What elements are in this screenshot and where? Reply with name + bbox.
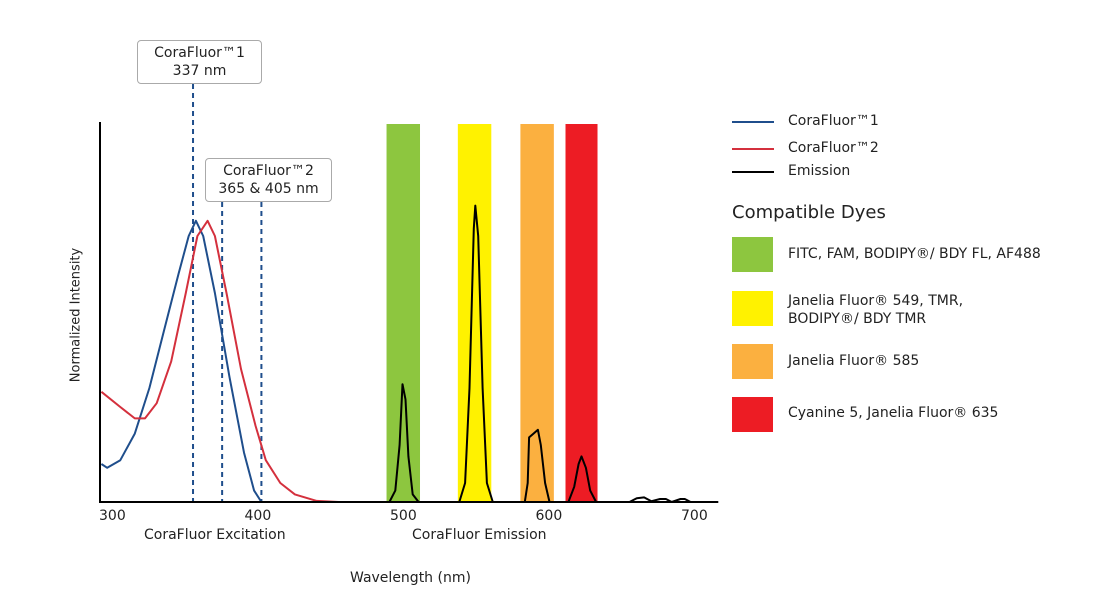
x-tick-label: 600 bbox=[535, 508, 563, 524]
series-line-0 bbox=[100, 219, 263, 503]
dye-band-0 bbox=[386, 124, 421, 502]
annotation-title: CoraFluor™1 bbox=[154, 45, 245, 61]
dye-band-1 bbox=[457, 124, 492, 502]
legend-line-emission bbox=[732, 171, 774, 173]
section-label-excitation: CoraFluor Excitation bbox=[144, 527, 286, 543]
legend-corafluor2: CoraFluor™2 bbox=[788, 140, 879, 156]
x-tick-label: 500 bbox=[390, 508, 417, 524]
dye-label-orange: Janelia Fluor® 585 bbox=[788, 353, 920, 369]
dye-band-2 bbox=[520, 124, 554, 502]
dye-label-green: FITC, FAM, BODIPY®/ BDY FL, AF488 bbox=[788, 246, 1041, 262]
swatch-orange bbox=[732, 344, 773, 379]
dye-label-red: Cyanine 5, Janelia Fluor® 635 bbox=[788, 405, 999, 421]
legend-corafluor1: CoraFluor™1 bbox=[788, 113, 879, 129]
annotation-corafluor1: CoraFluor™1 337 nm bbox=[137, 40, 262, 84]
legend-line-corafluor1 bbox=[732, 121, 774, 123]
section-label-emission: CoraFluor Emission bbox=[412, 527, 547, 543]
dyes-title: Compatible Dyes bbox=[732, 202, 886, 223]
dye-label-yellow-2: BODIPY®/ BDY TMR bbox=[788, 311, 927, 327]
swatch-yellow bbox=[732, 291, 773, 326]
series-line-1 bbox=[100, 219, 339, 503]
annotation-title: CoraFluor™2 bbox=[223, 163, 314, 179]
series-line-2 bbox=[302, 204, 719, 503]
swatch-green bbox=[732, 237, 773, 272]
annotation-value: 365 & 405 nm bbox=[218, 181, 319, 197]
swatch-red bbox=[732, 397, 773, 432]
x-tick-label: 400 bbox=[244, 508, 272, 524]
dye-band-3 bbox=[565, 124, 598, 502]
dye-label-yellow-1: Janelia Fluor® 549, TMR, bbox=[788, 293, 964, 309]
x-tick-label: 700 bbox=[681, 508, 708, 524]
annotation-value: 337 nm bbox=[172, 63, 227, 79]
annotation-corafluor2: CoraFluor™2 365 & 405 nm bbox=[205, 158, 332, 202]
x-tick-label: 300 bbox=[99, 508, 126, 524]
legend-emission: Emission bbox=[788, 163, 851, 179]
legend-line-corafluor2 bbox=[732, 148, 774, 150]
x-axis-label: Wavelength (nm) bbox=[350, 570, 471, 586]
y-axis-label: Normalized Intensity bbox=[68, 247, 84, 383]
